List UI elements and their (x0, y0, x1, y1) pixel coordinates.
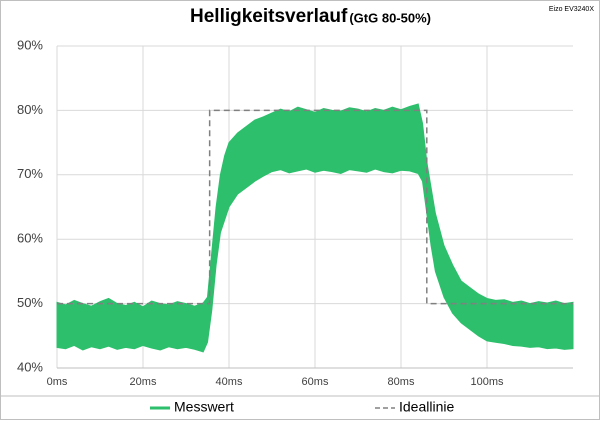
legend-label: Ideallinie (399, 399, 454, 415)
chart-title: Helligkeitsverlauf (190, 6, 348, 27)
chart-subtitle: (GtG 80-50%) (349, 10, 431, 25)
y-tick-label: 70% (17, 166, 43, 181)
x-tick-label: 20ms (130, 376, 157, 388)
y-tick-label: 80% (17, 102, 43, 117)
y-tick-label: 40% (17, 359, 43, 374)
annotation: Eizo EV3240X (549, 6, 594, 13)
x-tick-label: 100ms (470, 376, 504, 388)
x-tick-label: 80ms (388, 376, 415, 388)
y-tick-label: 90% (17, 37, 43, 52)
y-tick-label: 60% (17, 231, 43, 246)
x-tick-label: 40ms (216, 376, 243, 388)
measurement-band (56, 103, 574, 353)
legend-label: Messwert (174, 399, 234, 415)
y-tick-label: 50% (17, 295, 43, 310)
x-tick-label: 0ms (47, 376, 68, 388)
ideal-line (57, 109, 573, 305)
x-tick-label: 60ms (302, 376, 329, 388)
